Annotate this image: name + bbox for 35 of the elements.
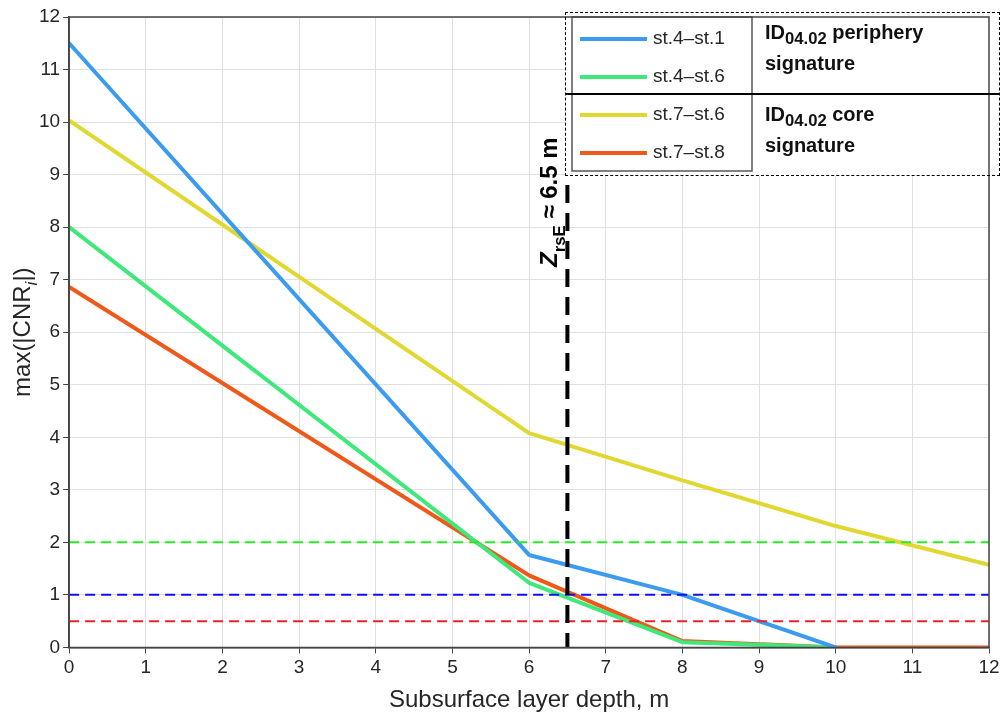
x-tick-label: 8 (677, 656, 688, 678)
ref-line-label: ZrsE ≈ 6.5 m (535, 137, 569, 268)
x-tick-label: 9 (753, 656, 765, 678)
y-tick-label: 10 (38, 110, 61, 132)
legend-label: st.4–st.1 (653, 27, 725, 49)
x-tick-label: 1 (140, 656, 152, 678)
y-tick-label: 4 (49, 425, 61, 447)
y-tick-label: 3 (49, 478, 61, 500)
legend-label: st.7–st.8 (653, 141, 725, 163)
y-tick-label: 11 (40, 57, 61, 79)
x-tick-label: 12 (978, 656, 1000, 678)
y-tick-label: 5 (49, 372, 61, 394)
y-tick-label: 2 (49, 530, 61, 552)
y-tick-label: 6 (49, 320, 61, 342)
y-tick-label: 0 (49, 635, 61, 657)
y-tick-label: 8 (49, 215, 61, 237)
y-tick-label: 12 (38, 5, 61, 27)
x-tick-label: 4 (370, 656, 382, 678)
annotation: ID$_{04.02}$ periphery signature (765, 20, 925, 75)
x-tick-label: 3 (293, 656, 305, 678)
y-tick-label: 7 (49, 267, 61, 289)
y-tick-label: 1 (49, 583, 61, 605)
x-tick-label: 5 (447, 656, 458, 678)
y-axis-title: max(|CNRi|) (8, 267, 41, 397)
x-tick-label: 11 (902, 656, 923, 678)
x-tick-label: 2 (217, 656, 228, 678)
x-axis-title: Subsurface layer depth, m (388, 685, 670, 713)
legend-label: st.4–st.6 (653, 65, 725, 87)
annotation: ID$_{04.02}$ core signature (765, 102, 876, 157)
y-tick-label: 9 (49, 162, 61, 184)
x-tick-label: 10 (825, 656, 847, 678)
x-tick-label: 0 (63, 656, 75, 678)
x-tick-label: 6 (523, 656, 535, 678)
x-tick-label: 7 (600, 656, 612, 678)
legend-label: st.7–st.6 (653, 103, 725, 125)
